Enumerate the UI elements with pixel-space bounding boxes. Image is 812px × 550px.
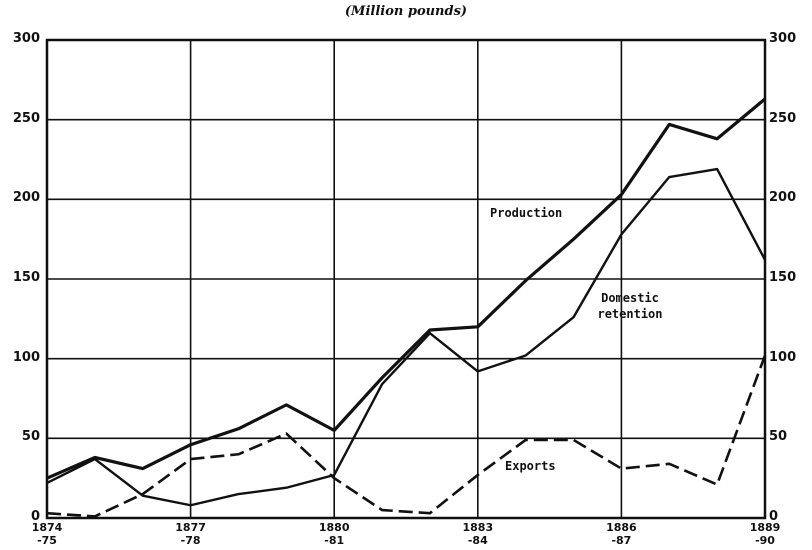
x-tick-label: 1877 -78 [175,521,206,547]
y-tick-label: 100 [12,349,40,365]
y2-tick-label: 0 [769,509,779,524]
series-label: Domestic retention [597,291,663,321]
x-tick-label: 1886 -87 [606,521,637,547]
y-tick-label: 250 [12,110,40,126]
x-tick-label: 1883 -84 [462,521,494,547]
y-tick-label: 200 [12,190,40,206]
series-line [46,355,767,518]
y-tick-label: 50 [21,429,40,445]
chart-title: (Million pounds) [344,4,468,19]
y2-tick-label: 200 [769,190,797,206]
x-tick-label: 1874 -75 [31,521,63,547]
x-tick-label: 1880 -81 [318,521,350,547]
series-line [46,167,767,507]
series-label: Production [490,206,563,220]
y-tick-label: 300 [12,31,40,46]
y2-tick-label: 300 [769,31,797,46]
y2-tick-label: 100 [769,349,797,365]
y2-tick-label: 150 [769,270,797,285]
y2-tick-label: 250 [769,110,797,126]
x-tick-label: 1889 -90 [749,521,781,547]
y-tick-label: 150 [12,270,40,285]
series-line [46,97,767,480]
y-tick-label: 0 [30,509,40,524]
series-label: Exports [505,459,556,473]
y2-tick-label: 50 [769,429,788,445]
